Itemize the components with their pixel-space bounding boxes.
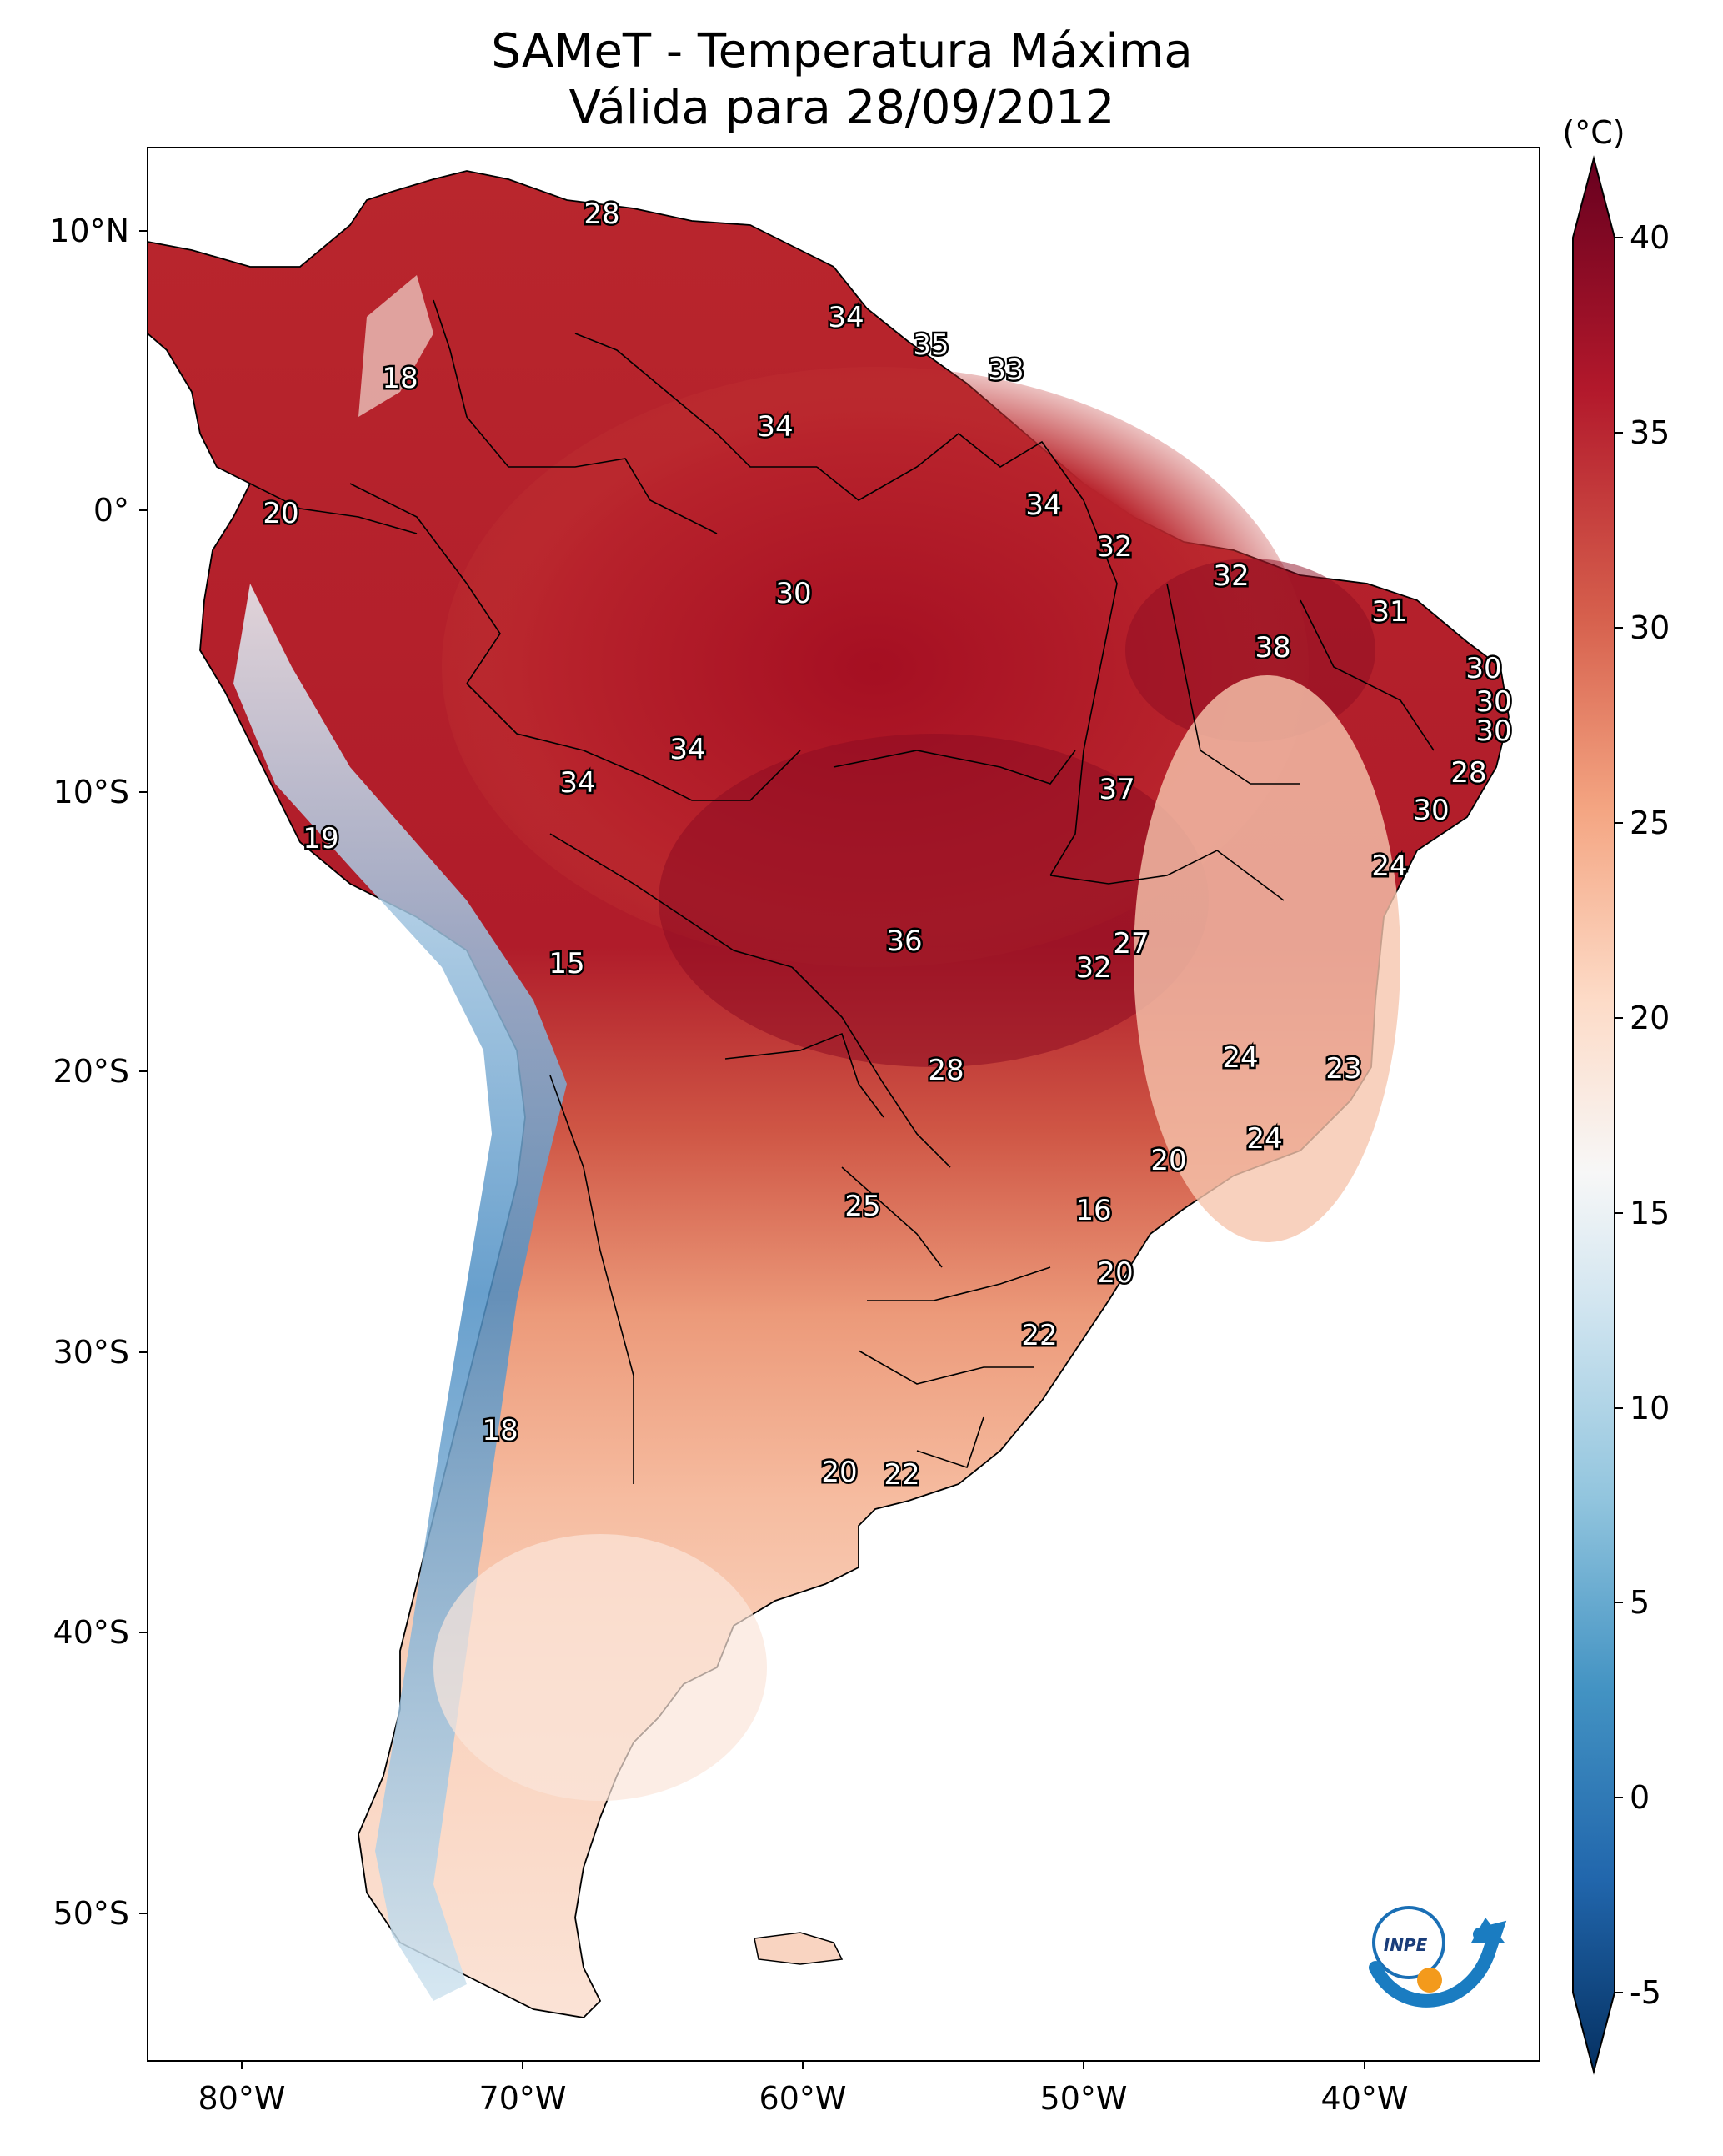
colorbar-ticks: 40 35 30 25 20 15 10 5 0 -5 (1615, 219, 1670, 2011)
contour-label: 32 (1096, 530, 1132, 564)
contour-label: 34 (559, 766, 595, 800)
contour-label: 28 (928, 1054, 964, 1087)
contour-label: 30 (775, 577, 811, 610)
map-title-line2: Válida para 28/09/2012 (569, 81, 1115, 135)
contour-label: 32 (1213, 559, 1249, 593)
contour-label: 24 (1371, 850, 1407, 883)
contour-label: 32 (1075, 951, 1111, 985)
contour-label: 38 (1255, 631, 1290, 664)
contour-labels: 28 34 35 33 18 34 20 34 32 32 30 31 38 3… (261, 196, 1514, 1494)
contour-label: 34 (1025, 489, 1061, 522)
contour-label: 20 (1150, 1144, 1186, 1177)
colorbar-tick-label: 35 (1630, 414, 1670, 451)
contour-label: 20 (263, 497, 298, 530)
contour-label: 37 (1099, 773, 1134, 806)
colorbar: (°C) 40 35 30 25 20 15 10 5 0 -5 (1562, 114, 1670, 2075)
colorbar-tick-label: 40 (1630, 219, 1670, 256)
colorbar-tick-label: -5 (1630, 1974, 1661, 2011)
contour-label: 23 (1325, 1052, 1361, 1086)
contour-label: 30 (1475, 714, 1511, 748)
hot-core-central (659, 734, 1209, 1067)
contour-label: 35 (913, 328, 949, 362)
contour-label: 28 (584, 198, 619, 231)
contour-label: 34 (669, 733, 705, 766)
andes-north-cool (358, 275, 433, 417)
lon-tick-label: 50°W (1040, 2080, 1128, 2117)
lat-tick-label: 20°S (53, 1053, 129, 1090)
colorbar-tick-label: 10 (1630, 1390, 1670, 1426)
map-title-line1: SAMeT - Temperatura Máxima (491, 24, 1193, 78)
inpe-logo-text: INPE (1384, 1935, 1428, 1955)
contour-label: 36 (886, 925, 922, 958)
falkland-islands (754, 1932, 844, 1965)
colorbar-tick-label: 5 (1630, 1584, 1650, 1621)
contour-label: 16 (1075, 1194, 1111, 1227)
contour-label: 30 (1413, 794, 1449, 827)
contour-label: 34 (828, 301, 864, 334)
colorbar-ramp (1572, 155, 1615, 2075)
map-frame (147, 147, 1540, 2062)
cool-southeast (1134, 675, 1400, 1242)
andes-cool-strip (233, 584, 567, 2001)
contour-label: 20 (1097, 1256, 1133, 1290)
map-panel (148, 148, 1540, 2061)
lon-tick-label: 80°W (198, 2080, 286, 2117)
contour-label: 22 (1021, 1319, 1057, 1352)
contour-label: 25 (844, 1190, 880, 1223)
contour-label: 34 (757, 410, 793, 444)
colorbar-tick-label: 0 (1630, 1779, 1650, 1816)
lon-tick-label: 70°W (479, 2080, 567, 2117)
patagonia-pale (433, 1534, 767, 1801)
colorbar-unit: (°C) (1562, 114, 1625, 151)
contour-label: 18 (482, 1414, 518, 1447)
lon-tick-label: 60°W (759, 2080, 847, 2117)
lat-tick-label: 50°S (53, 1895, 129, 1932)
contour-label: 18 (382, 362, 418, 395)
colorbar-tick-label: 25 (1630, 805, 1670, 841)
contour-label: 20 (821, 1456, 857, 1489)
lat-tick-label: 0° (93, 492, 129, 529)
lat-tick-label: 30°S (53, 1334, 129, 1371)
colorbar-tick-label: 15 (1630, 1195, 1670, 1231)
contour-label: 15 (548, 947, 584, 980)
contour-label: 31 (1371, 595, 1407, 629)
lat-tick-label: 10°S (53, 774, 129, 810)
colorbar-tick-label: 30 (1630, 609, 1670, 646)
contour-label: 30 (1475, 685, 1511, 719)
contour-label: 30 (1465, 652, 1501, 685)
contour-label: 24 (1222, 1041, 1258, 1075)
contour-label: 22 (884, 1458, 919, 1492)
longitude-axis: 80°W 70°W 60°W 50°W 40°W (198, 2061, 1409, 2117)
lon-tick-label: 40°W (1321, 2080, 1409, 2117)
contour-label: 24 (1246, 1122, 1282, 1156)
contour-label: 28 (1450, 756, 1486, 790)
lat-tick-label: 40°S (53, 1614, 129, 1651)
colorbar-tick-label: 20 (1630, 1000, 1670, 1036)
country-borders (249, 299, 1435, 1484)
latitude-axis: 10°N 0° 10°S 20°S 30°S 40°S 50°S (49, 213, 148, 1932)
contour-label: 19 (303, 822, 338, 855)
contour-label: 27 (1113, 927, 1149, 960)
inpe-logo: INPE (1369, 1906, 1507, 2008)
contour-label: 33 (988, 353, 1024, 387)
lat-tick-label: 10°N (49, 213, 129, 249)
